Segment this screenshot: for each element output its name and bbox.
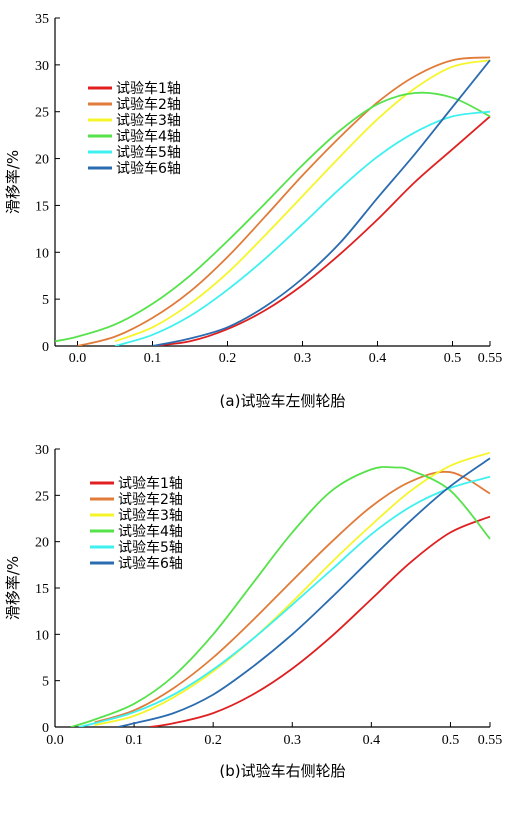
legend-label: 试验车5轴 (116, 144, 181, 161)
series-line-5 (78, 475, 491, 727)
legend-label: 试验车1轴 (116, 80, 181, 97)
x-tick-label: 0.0 (69, 351, 87, 366)
y-axis-label: 滑移率/% (4, 150, 22, 214)
legend-label: 试验车5轴 (118, 539, 183, 556)
y-tick-label: 25 (35, 489, 49, 504)
series-line-4 (70, 466, 491, 727)
y-tick-label: 15 (35, 582, 49, 597)
legend-label: 试验车6轴 (116, 160, 181, 177)
chart-panel-a: 0 5 10 15 20 25 30 35 0.0 0.1 0.2 0.3 0.4 0.5 0.55 滑移率/… (4, 12, 502, 410)
y-tick-label: 15 (35, 199, 49, 214)
y-axis-label: 滑移率/% (4, 556, 22, 620)
x-tick-label: 0.55 (478, 733, 503, 748)
legend-label: 试验车3轴 (118, 507, 183, 524)
legend-label: 试验车3轴 (116, 112, 181, 129)
legend-label: 试验车2轴 (118, 491, 183, 508)
x-tick-label: 0.0 (46, 733, 64, 748)
x-tick-label: 0.3 (294, 351, 312, 366)
series-line-6 (152, 59, 491, 346)
y-tick-label: 30 (35, 59, 49, 74)
legend-label: 试验车1轴 (118, 475, 183, 492)
y-tick-label: 10 (35, 246, 49, 261)
y-tick-label: 0 (42, 340, 49, 355)
legend-label: 试验车4轴 (118, 523, 183, 540)
x-tick-label: 0.2 (219, 351, 237, 366)
x-tick-label: 0.4 (369, 351, 387, 366)
series-line-1 (152, 115, 491, 346)
legend-label: 试验车2轴 (116, 96, 181, 113)
series-line-4 (55, 91, 491, 343)
chart-panel-b: 0 5 10 15 20 25 30 0.0 0.1 0.2 0.3 0.4 0.5 0.55 滑移率/% 试… (4, 443, 502, 780)
y-tick-label: 25 (35, 106, 49, 121)
y-tick-label: 30 (35, 443, 49, 458)
x-tick-label: 0.55 (478, 351, 503, 366)
series-line-6 (118, 457, 491, 727)
y-tick-label: 35 (35, 12, 49, 27)
chart-caption: (b)试验车右侧轮胎 (219, 762, 345, 780)
chart-caption: (a)试验车左侧轮胎 (220, 392, 346, 410)
y-tick-label: 0 (42, 721, 49, 736)
x-tick-label: 0.5 (442, 733, 460, 748)
series-line-2 (94, 470, 491, 724)
y-tick-label: 5 (42, 293, 49, 308)
series-line-3 (114, 59, 491, 343)
legend-label: 试验车4轴 (116, 128, 181, 145)
series-line-3 (94, 451, 491, 726)
y-tick-label: 10 (35, 628, 49, 643)
series-line-5 (114, 110, 491, 346)
x-tick-label: 0.5 (444, 351, 462, 366)
y-tick-label: 20 (35, 153, 49, 168)
series-line-2 (77, 56, 491, 346)
legend-label: 试验车6轴 (118, 555, 183, 572)
x-tick-label: 0.1 (125, 733, 143, 748)
series-line-1 (149, 515, 491, 727)
x-tick-label: 0.2 (204, 733, 222, 748)
x-tick-label: 0.3 (284, 733, 302, 748)
x-tick-label: 0.1 (144, 351, 162, 366)
y-tick-label: 5 (42, 675, 49, 690)
y-tick-label: 20 (35, 536, 49, 551)
x-tick-label: 0.4 (363, 733, 381, 748)
